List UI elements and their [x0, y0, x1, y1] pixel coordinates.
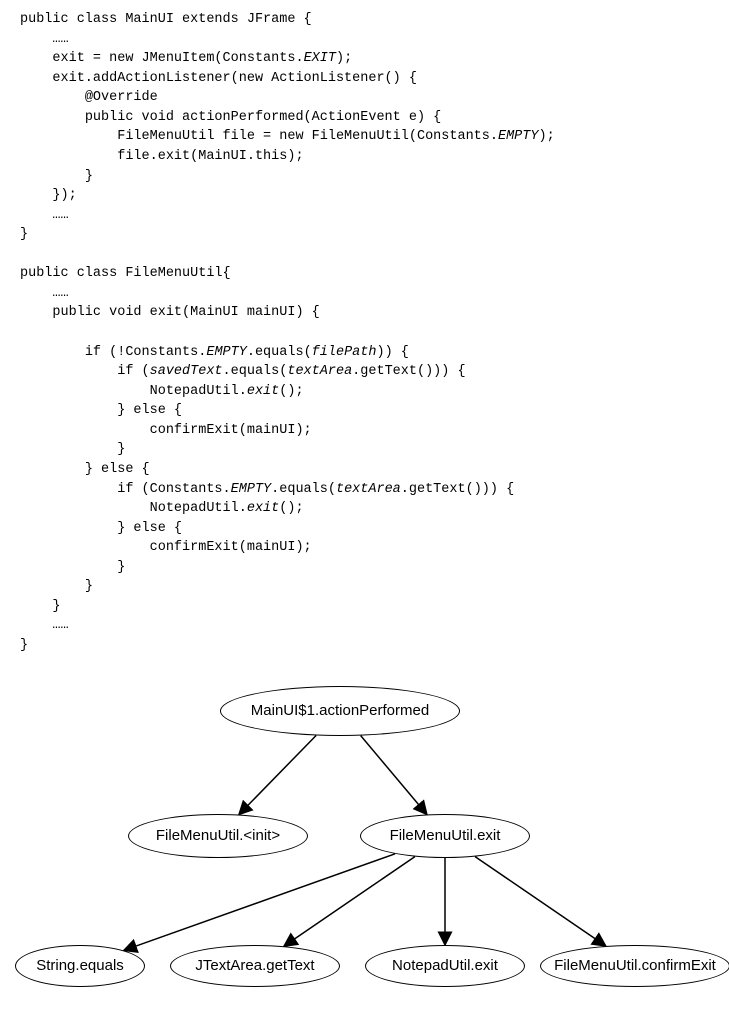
code-token: confirmExit(mainUI); [150, 423, 312, 438]
code-token: FileMenuUtil file = new FileMenuUtil(Con… [117, 129, 498, 144]
code-token: if (!Constants. [85, 345, 207, 360]
code-token: .equals( [223, 364, 288, 379]
code-line: } else { [20, 462, 150, 477]
code-line: exit.addActionListener(new ActionListene… [20, 71, 417, 86]
code-line: } else { [20, 403, 182, 418]
code-token: } [85, 169, 93, 184]
code-line: @Override [20, 90, 158, 105]
code-token: exit = new JMenuItem(Constants. [52, 51, 303, 66]
code-line: confirmExit(mainUI); [20, 540, 312, 555]
code-italic-token: EMPTY [498, 129, 539, 144]
code-token: if ( [117, 364, 149, 379]
code-line: …… [20, 32, 69, 47]
code-line: file.exit(MainUI.this); [20, 149, 304, 164]
code-token: NotepadUtil. [150, 501, 247, 516]
code-token: } [117, 442, 125, 457]
graph-node: JTextArea.getText [170, 945, 340, 987]
code-line: }); [20, 188, 77, 203]
page-root: public class MainUI extends JFrame { …… … [0, 0, 729, 1000]
code-token: } [117, 560, 125, 575]
code-token: } else { [85, 462, 150, 477]
code-token: } else { [117, 403, 182, 418]
code-line: if (!Constants.EMPTY.equals(filePath)) { [20, 345, 409, 360]
code-line: } [20, 227, 28, 242]
code-line: } [20, 442, 125, 457]
code-token: .equals( [247, 345, 312, 360]
code-italic-token: EMPTY [231, 482, 272, 497]
code-token: NotepadUtil. [150, 384, 247, 399]
graph-edge [475, 856, 606, 945]
code-token: }); [52, 188, 76, 203]
code-line: if (savedText.equals(textArea.getText())… [20, 364, 466, 379]
graph-node: FileMenuUtil.<init> [128, 814, 308, 858]
code-italic-token: exit [247, 501, 279, 516]
code-line: } [20, 599, 61, 614]
code-token: .equals( [271, 482, 336, 497]
graph-edge [124, 853, 395, 950]
code-line: public class MainUI extends JFrame { [20, 12, 312, 27]
code-token: (); [279, 384, 303, 399]
code-token: } [20, 638, 28, 653]
code-block: public class MainUI extends JFrame { …… … [0, 10, 729, 656]
code-token: …… [52, 32, 68, 47]
code-line: NotepadUtil.exit(); [20, 384, 304, 399]
code-token: …… [52, 208, 68, 223]
code-line: } else { [20, 521, 182, 536]
code-token: .getText())) { [352, 364, 465, 379]
code-token: public class MainUI extends JFrame { [20, 12, 312, 27]
code-token: )) { [376, 345, 408, 360]
code-line: …… [20, 208, 69, 223]
code-line: } [20, 638, 28, 653]
code-token: @Override [85, 90, 158, 105]
code-token: confirmExit(mainUI); [150, 540, 312, 555]
code-italic-token: filePath [312, 345, 377, 360]
code-token: } [20, 227, 28, 242]
code-line: confirmExit(mainUI); [20, 423, 312, 438]
code-line: …… [20, 618, 69, 633]
code-italic-token: textArea [287, 364, 352, 379]
code-line: exit = new JMenuItem(Constants.EXIT); [20, 51, 352, 66]
call-graph-diagram: MainUI$1.actionPerformed FileMenuUtil.<in… [0, 656, 729, 1016]
code-line: …… [20, 286, 69, 301]
code-italic-token: savedText [150, 364, 223, 379]
code-token: .getText())) { [401, 482, 514, 497]
code-token: ); [539, 129, 555, 144]
code-line: public class FileMenuUtil{ [20, 266, 231, 281]
code-token: public void exit(MainUI mainUI) { [52, 305, 319, 320]
code-token: file.exit(MainUI.this); [117, 149, 303, 164]
code-line: public void exit(MainUI mainUI) { [20, 305, 320, 320]
code-token: …… [52, 618, 68, 633]
code-token: …… [52, 286, 68, 301]
graph-node: String.equals [15, 945, 145, 987]
code-line: FileMenuUtil file = new FileMenuUtil(Con… [20, 129, 555, 144]
code-token: } else { [117, 521, 182, 536]
code-line: } [20, 169, 93, 184]
graph-node: NotepadUtil.exit [365, 945, 525, 987]
graph-node: FileMenuUtil.confirmExit [540, 945, 729, 987]
code-italic-token: EXIT [304, 51, 336, 66]
code-line: NotepadUtil.exit(); [20, 501, 304, 516]
graph-node: MainUI$1.actionPerformed [220, 686, 460, 736]
code-token: if (Constants. [117, 482, 230, 497]
code-token: ); [336, 51, 352, 66]
code-token: } [52, 599, 60, 614]
graph-edge [239, 735, 316, 814]
code-token: } [85, 579, 93, 594]
code-line: } [20, 560, 125, 575]
code-token: public class FileMenuUtil{ [20, 266, 231, 281]
code-italic-token: exit [247, 384, 279, 399]
code-italic-token: textArea [336, 482, 401, 497]
graph-edge [361, 735, 427, 814]
code-line: if (Constants.EMPTY.equals(textArea.getT… [20, 482, 514, 497]
code-italic-token: EMPTY [206, 345, 247, 360]
graph-node: FileMenuUtil.exit [360, 814, 530, 858]
code-token: (); [279, 501, 303, 516]
code-token: public void actionPerformed(ActionEvent … [85, 110, 441, 125]
code-line: public void actionPerformed(ActionEvent … [20, 110, 441, 125]
code-line: } [20, 579, 93, 594]
code-token: exit.addActionListener(new ActionListene… [52, 71, 417, 86]
